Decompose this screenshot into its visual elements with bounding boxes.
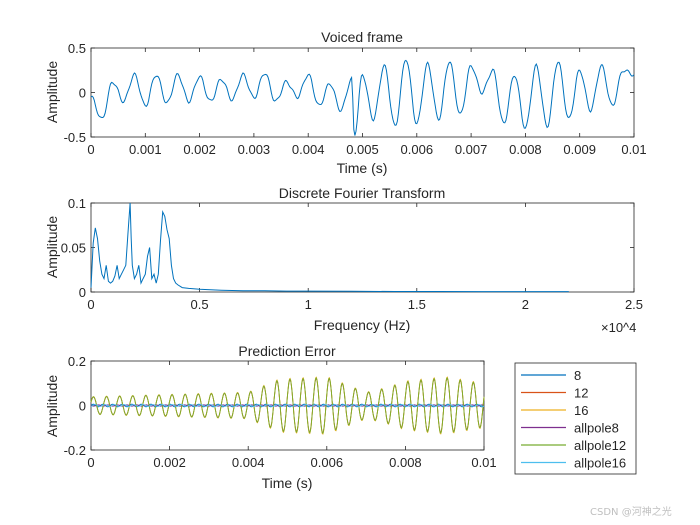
legend-label-16: 16 [574, 403, 588, 418]
x-tick-label: 2 [522, 297, 529, 312]
y-tick-label: 0.1 [68, 196, 86, 211]
y-tick-label: 0 [79, 285, 86, 300]
plot3-xlabel: Time (s) [262, 475, 313, 491]
plot2-x-exponent: ×10^4 [601, 320, 636, 335]
dft-line [90, 202, 569, 293]
x-tick-label: 0.002 [183, 142, 216, 157]
plot1-title: Voiced frame [321, 29, 403, 45]
prediction-error-plot: 0 0.002 0.004 0.006 0.008 0.01-0.200.2 Predic… [44, 343, 637, 491]
legend-label-8: 8 [574, 368, 581, 383]
x-tick-label: 0.001 [129, 142, 162, 157]
legend-label-allpole8: allpole8 [574, 421, 619, 436]
plot2-ylabel: Amplitude [44, 216, 60, 278]
legend-label-12: 12 [574, 386, 588, 401]
x-tick-label: 0.008 [389, 455, 422, 470]
plot2-axes-box [90, 202, 635, 293]
x-tick-label: 0.004 [292, 142, 325, 157]
plot2-title: Discrete Fourier Transform [279, 185, 445, 201]
x-tick-label: 1.5 [408, 297, 426, 312]
y-tick-label: 0.2 [68, 354, 86, 369]
x-tick-label: 0.002 [153, 455, 186, 470]
series-line-allpole16 [90, 404, 484, 407]
plot1-axes-box [90, 47, 635, 138]
dft-plot: 0 0.5 1 1.5 2 2.5 0 0.05 0.1 Discrete Fourier Tr… [44, 185, 643, 335]
x-tick-label: 0.008 [509, 142, 542, 157]
voiced-frame-plot: 0 0.001 0.002 0.003 0.004 0.005 0.006 0.007 0.00… [44, 29, 647, 176]
legend-box [514, 362, 637, 475]
voiced-frame-line [90, 59, 635, 136]
x-tick-label: 0.01 [471, 455, 496, 470]
x-tick-label: 0.5 [191, 297, 209, 312]
y-tick-label: -0.2 [64, 443, 86, 458]
plot3-ylabel: Amplitude [44, 375, 60, 437]
x-tick-label: 0.003 [238, 142, 271, 157]
plot3-title: Prediction Error [238, 343, 336, 359]
y-tick-label: 0.05 [61, 241, 86, 256]
x-tick-label: 0.005 [346, 142, 379, 157]
x-tick-label: 0 [87, 297, 94, 312]
series-line-allpole12 [90, 377, 485, 435]
x-tick-label: 0.007 [455, 142, 488, 157]
x-tick-label: 0 [87, 455, 94, 470]
x-tick-label: 0.009 [563, 142, 596, 157]
x-tick-label: 0.01 [621, 142, 646, 157]
plot1-xlabel: Time (s) [337, 160, 388, 176]
legend: 8 12 16 allpole8 allpole12 allpole16 [514, 362, 637, 475]
plot2-xlabel: Frequency (Hz) [314, 317, 410, 333]
legend-label-allpole16: allpole16 [574, 456, 626, 471]
watermark: CSDN @河神之光 [590, 505, 672, 518]
x-tick-label: 0.006 [401, 142, 434, 157]
x-tick-label: 0.004 [232, 455, 265, 470]
x-tick-label: 0 [87, 142, 94, 157]
y-tick-label: 0 [79, 399, 86, 414]
legend-label-allpole12: allpole12 [574, 438, 626, 453]
y-tick-label: 0 [79, 86, 86, 101]
y-tick-label: -0.5 [64, 130, 86, 145]
x-tick-label: 1 [305, 297, 312, 312]
x-tick-label: 2.5 [625, 297, 643, 312]
plot1-ylabel: Amplitude [44, 61, 60, 123]
x-tick-label: 0.006 [311, 455, 344, 470]
y-tick-label: 0.5 [68, 41, 86, 56]
